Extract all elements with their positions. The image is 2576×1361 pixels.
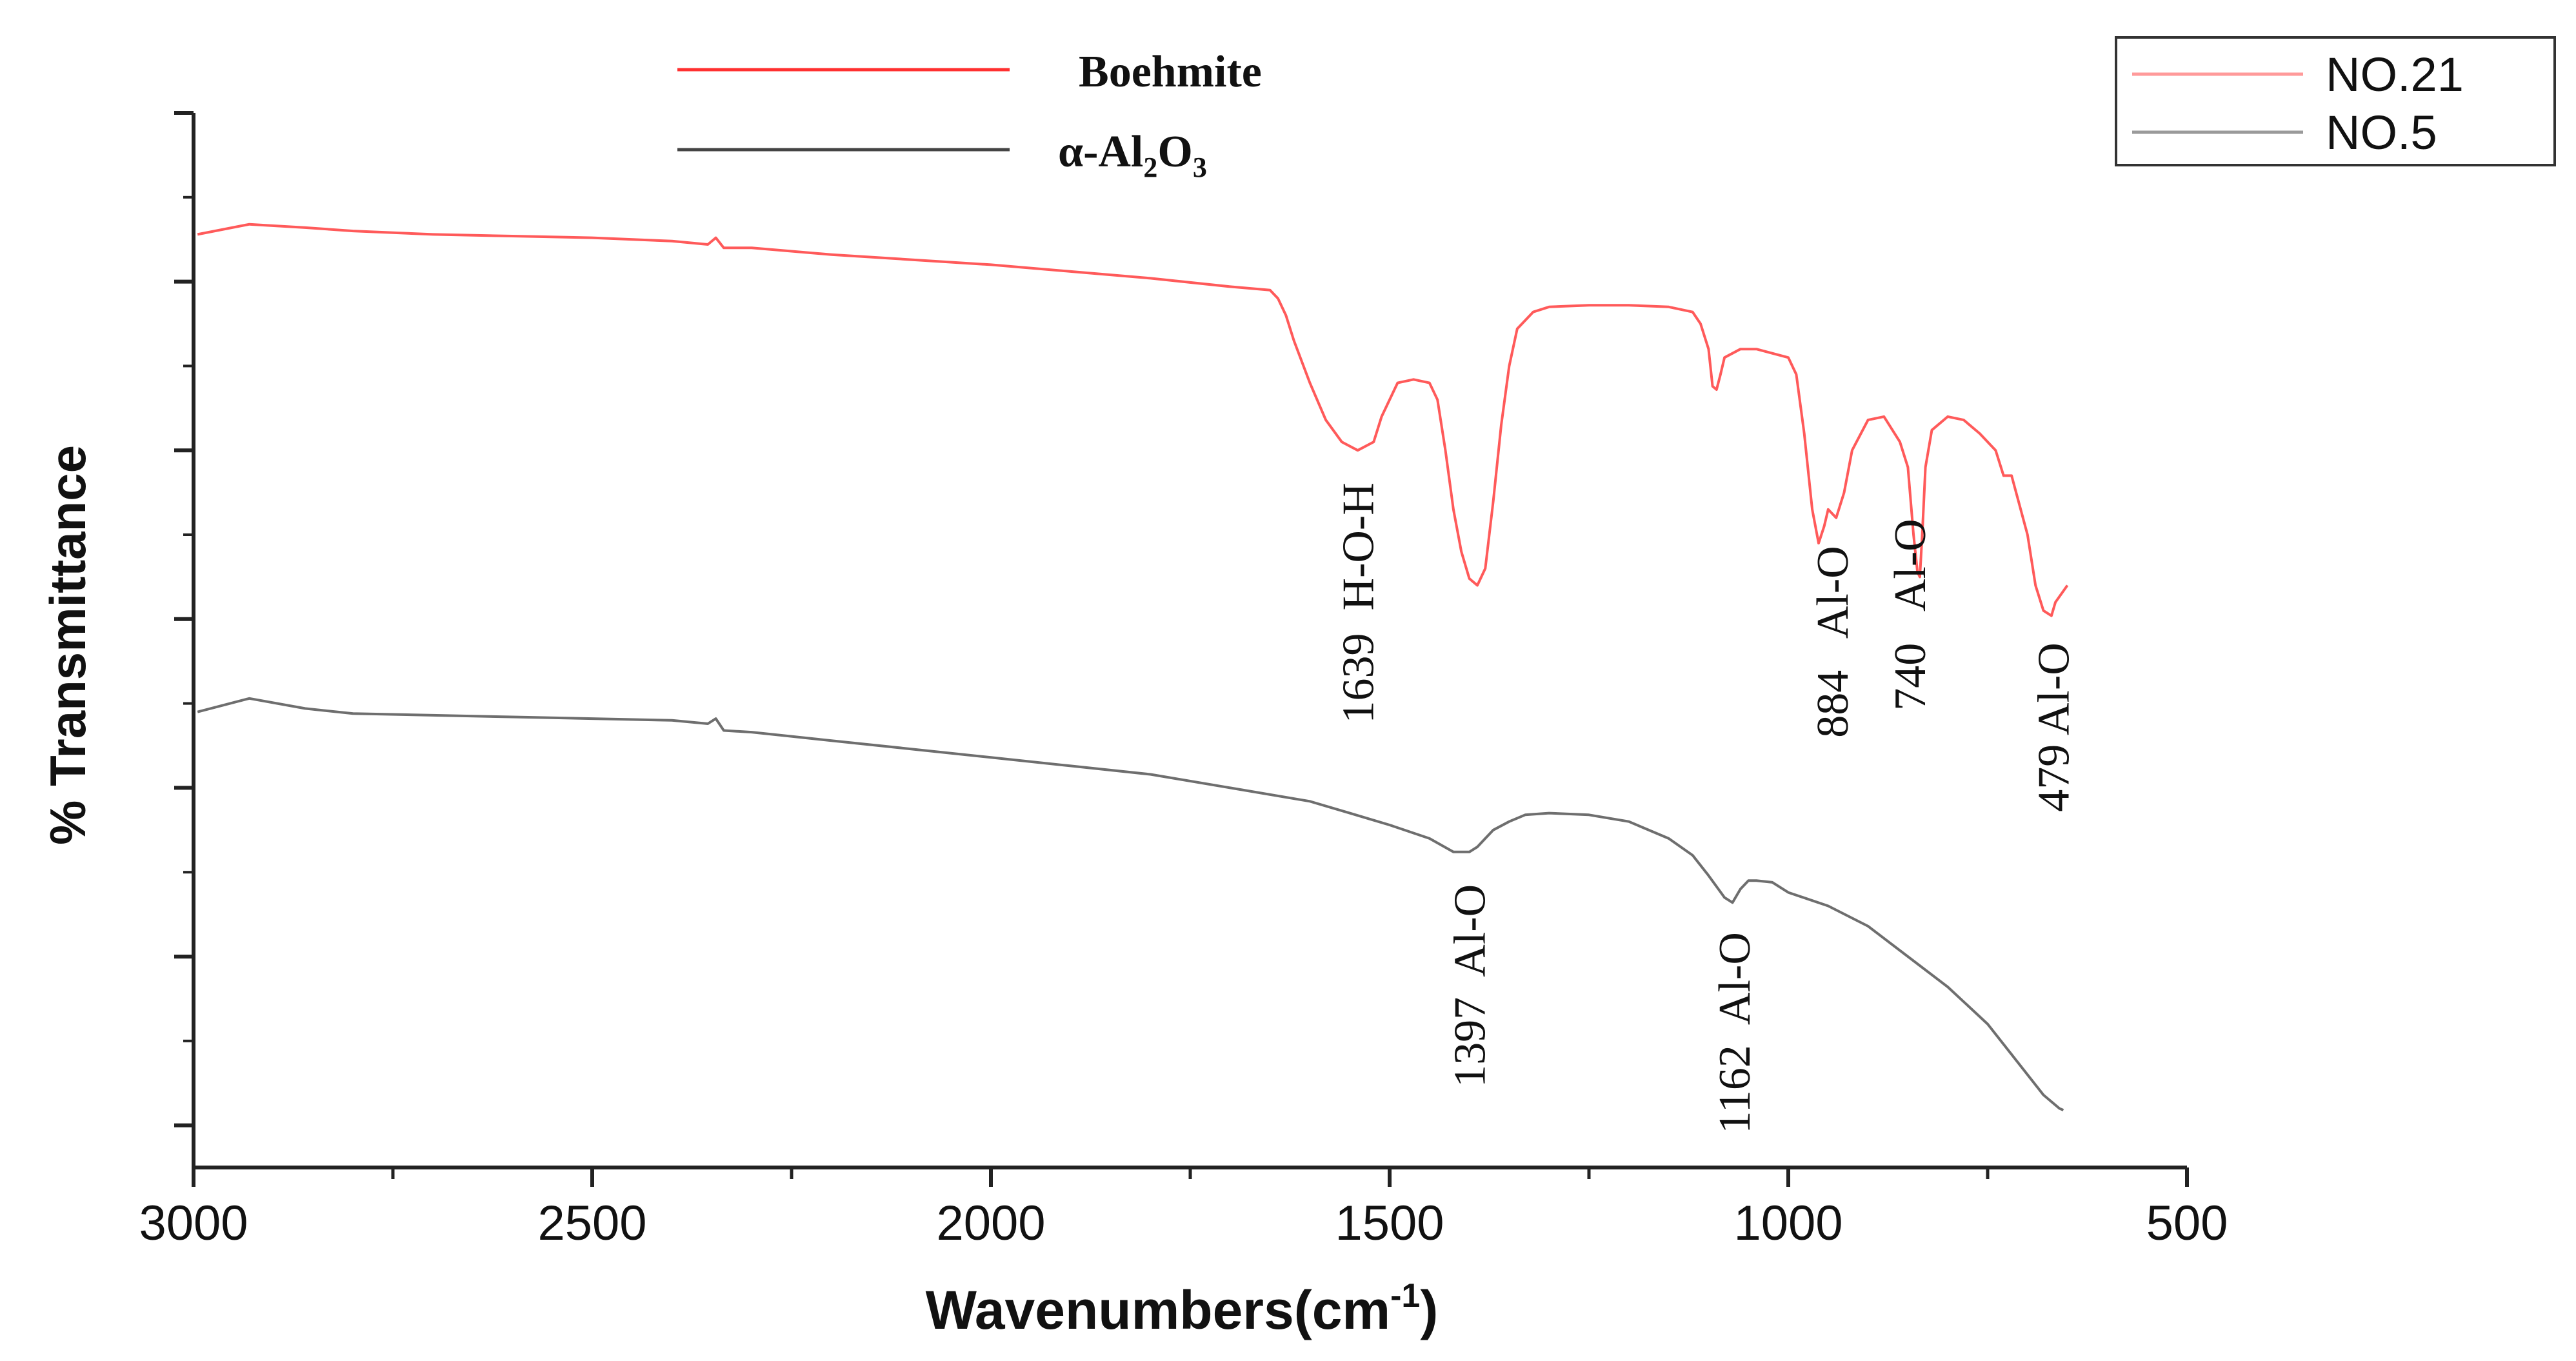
- y-axis-title: % Transmittance: [39, 445, 96, 845]
- peak-annotation: 479 Al-O: [2029, 642, 2079, 811]
- x-axis-title: Wavenumbers(cm-1): [926, 1277, 1439, 1340]
- x-tick-label: 3000: [139, 1196, 248, 1251]
- series-layer: [197, 223, 2069, 1111]
- peak-annotation: 1162 Al-O: [1710, 932, 1760, 1133]
- legend-compounds: Boehmite α-Al2O3: [677, 47, 1262, 183]
- peak-annotation: 740 Al-O: [1886, 519, 1935, 711]
- x-axis-title-main: Wavenumbers(cm: [926, 1280, 1390, 1340]
- legend-label-no5: NO.5: [2326, 106, 2437, 159]
- legend-label-alumina: α-Al2O3: [1058, 127, 1207, 183]
- peak-annotation: 1639 H-O-H: [1334, 482, 1384, 723]
- x-tick-label: 2500: [537, 1196, 646, 1251]
- axes: 3000 2500 2000 1500 1000 500: [139, 111, 2228, 1251]
- x-tick-label: 1000: [1733, 1196, 1842, 1251]
- x-tick-label: 1500: [1335, 1196, 1444, 1251]
- x-tick-label: 500: [2146, 1196, 2228, 1251]
- legend-box: [2115, 36, 2556, 166]
- legend-samples: NO.21 NO.5: [2115, 36, 2556, 166]
- series-line-no5: [197, 697, 2064, 1111]
- series-line-no21: [197, 223, 2069, 617]
- x-axis-title-sup: -1: [1390, 1277, 1420, 1315]
- peak-annotation: 884 Al-O: [1808, 546, 1858, 738]
- x-tick-label: 2000: [936, 1196, 1045, 1251]
- x-axis-title-close: ): [1420, 1280, 1438, 1340]
- annotation-layer: 1639 H-O-H 884 Al-O 740 Al-O 479 Al-O 1397 A…: [1334, 482, 2079, 1133]
- legend-label-no21: NO.21: [2326, 48, 2464, 101]
- legend-label-boehmite: Boehmite: [1079, 47, 1262, 97]
- peak-annotation: 1397 Al-O: [1446, 884, 1495, 1088]
